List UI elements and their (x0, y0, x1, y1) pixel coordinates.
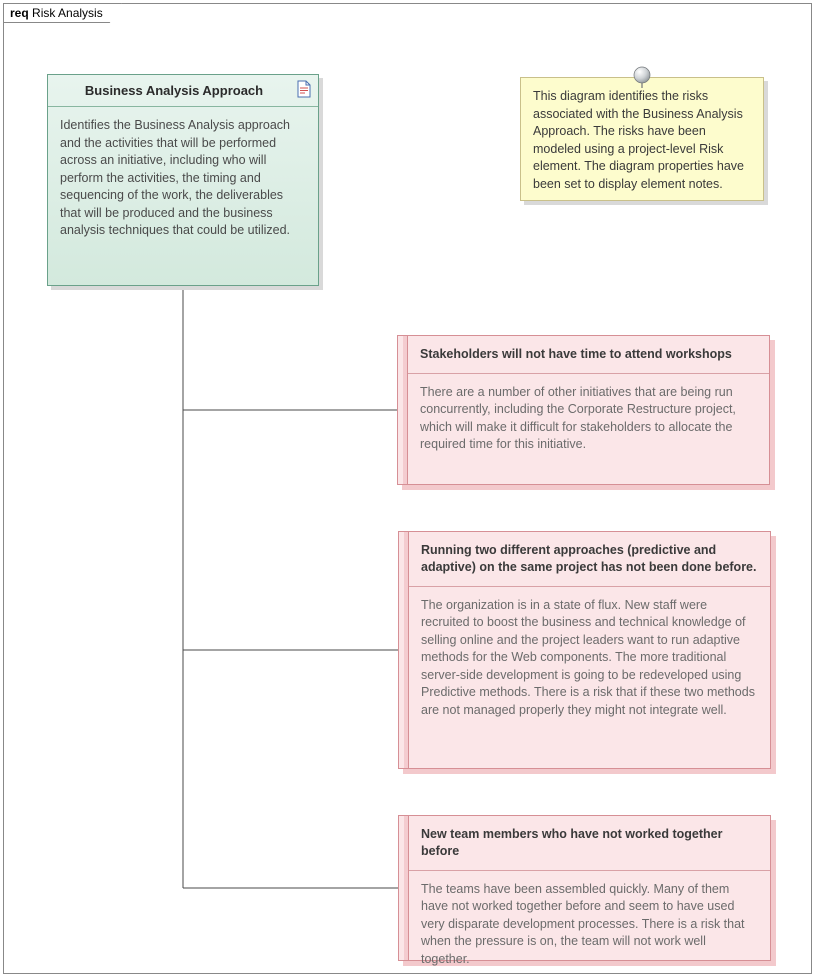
element-title: Business Analysis Approach (48, 75, 318, 107)
risk-element[interactable]: Running two different approaches (predic… (398, 531, 771, 769)
frame-label-prefix: req (10, 6, 29, 20)
risk-title: Running two different approaches (predic… (409, 532, 770, 587)
diagram-note[interactable]: This diagram identifies the risks associ… (520, 77, 764, 201)
frame-label: req Risk Analysis (3, 3, 122, 23)
element-box: Running two different approaches (predic… (398, 531, 771, 769)
risk-stripe (403, 336, 408, 484)
element-title-text: Business Analysis Approach (85, 83, 263, 98)
element-box: Business Analysis Approach Identifies th… (47, 74, 319, 286)
risk-body: There are a number of other initiatives … (408, 374, 769, 466)
risk-body: The teams have been assembled quickly. M… (409, 871, 770, 980)
risk-element[interactable]: Stakeholders will not have time to atten… (397, 335, 770, 485)
element-box: Stakeholders will not have time to atten… (397, 335, 770, 485)
risk-title: New team members who have not worked tog… (409, 816, 770, 871)
risk-element[interactable]: New team members who have not worked tog… (398, 815, 771, 961)
frame-label-text: Risk Analysis (32, 6, 103, 20)
risk-stripe (404, 816, 409, 960)
business-analysis-element[interactable]: Business Analysis Approach Identifies th… (47, 74, 319, 286)
note-text: This diagram identifies the risks associ… (533, 89, 744, 191)
risk-body: The organization is in a state of flux. … (409, 587, 770, 732)
note-box: This diagram identifies the risks associ… (520, 77, 764, 201)
risk-stripe (404, 532, 409, 768)
risk-title: Stakeholders will not have time to atten… (408, 336, 769, 374)
element-box: New team members who have not worked tog… (398, 815, 771, 961)
element-body: Identifies the Business Analysis approac… (48, 107, 318, 252)
document-icon (296, 80, 312, 101)
pin-icon (631, 66, 653, 94)
diagram-canvas: req Risk Analysis Business Analysis Appr… (0, 0, 816, 978)
